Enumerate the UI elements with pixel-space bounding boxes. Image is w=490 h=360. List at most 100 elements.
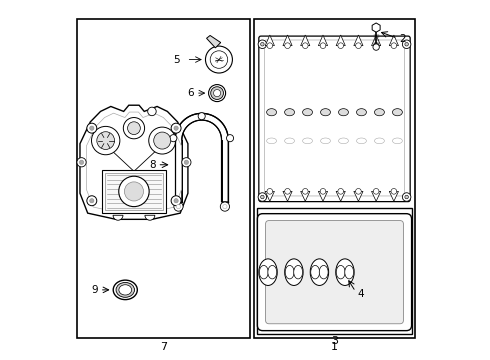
Ellipse shape <box>267 109 276 116</box>
Circle shape <box>171 196 181 206</box>
Ellipse shape <box>392 138 402 144</box>
Text: 8: 8 <box>149 160 156 170</box>
Ellipse shape <box>285 265 294 279</box>
Polygon shape <box>265 35 274 46</box>
Ellipse shape <box>357 109 367 116</box>
Circle shape <box>174 199 178 203</box>
Circle shape <box>97 132 115 149</box>
Polygon shape <box>371 192 381 201</box>
Circle shape <box>302 189 308 194</box>
Circle shape <box>209 85 225 102</box>
Circle shape <box>391 43 397 49</box>
Polygon shape <box>301 192 310 201</box>
Circle shape <box>267 43 272 49</box>
Polygon shape <box>265 192 274 201</box>
Ellipse shape <box>311 265 319 279</box>
Circle shape <box>77 158 86 167</box>
Polygon shape <box>207 35 220 48</box>
FancyBboxPatch shape <box>257 214 412 330</box>
Circle shape <box>92 126 120 155</box>
Bar <box>183 38 245 114</box>
Circle shape <box>226 135 234 142</box>
Bar <box>76 19 250 338</box>
Polygon shape <box>336 192 345 201</box>
Text: 7: 7 <box>160 342 167 352</box>
Circle shape <box>220 202 229 211</box>
Circle shape <box>184 160 189 165</box>
Ellipse shape <box>302 109 313 116</box>
Circle shape <box>338 43 343 49</box>
Polygon shape <box>372 23 380 32</box>
Circle shape <box>405 42 408 46</box>
Circle shape <box>147 107 156 116</box>
Ellipse shape <box>268 265 277 279</box>
Polygon shape <box>336 35 345 46</box>
Circle shape <box>261 195 264 199</box>
Polygon shape <box>354 192 363 201</box>
Circle shape <box>90 126 94 130</box>
Text: 5: 5 <box>173 55 179 64</box>
Ellipse shape <box>319 265 328 279</box>
Circle shape <box>174 202 183 211</box>
Bar <box>102 170 166 213</box>
Polygon shape <box>175 113 228 202</box>
Circle shape <box>320 43 326 49</box>
Ellipse shape <box>320 138 330 144</box>
Polygon shape <box>318 192 328 201</box>
Circle shape <box>338 189 343 194</box>
Circle shape <box>176 204 181 209</box>
Circle shape <box>285 43 291 49</box>
Ellipse shape <box>302 138 313 144</box>
Polygon shape <box>389 192 398 201</box>
Ellipse shape <box>285 259 303 285</box>
Ellipse shape <box>374 138 384 144</box>
Bar <box>254 19 415 338</box>
Circle shape <box>90 199 94 203</box>
Ellipse shape <box>116 283 134 297</box>
FancyBboxPatch shape <box>265 40 405 196</box>
Circle shape <box>356 189 361 194</box>
Circle shape <box>391 189 397 194</box>
Ellipse shape <box>285 138 294 144</box>
Polygon shape <box>318 35 328 46</box>
Ellipse shape <box>320 109 330 116</box>
Circle shape <box>87 123 97 133</box>
Circle shape <box>210 51 228 68</box>
Circle shape <box>154 132 171 149</box>
Text: 6: 6 <box>187 88 194 98</box>
Circle shape <box>211 87 223 99</box>
Circle shape <box>149 127 176 154</box>
Ellipse shape <box>119 285 132 295</box>
Circle shape <box>174 126 178 130</box>
Ellipse shape <box>267 138 276 144</box>
Wedge shape <box>113 215 123 220</box>
Ellipse shape <box>113 280 137 300</box>
Polygon shape <box>354 35 363 46</box>
Circle shape <box>258 40 267 49</box>
Circle shape <box>302 43 308 49</box>
Circle shape <box>87 196 97 206</box>
Ellipse shape <box>285 109 294 116</box>
Text: 3: 3 <box>331 336 338 346</box>
Circle shape <box>267 189 272 194</box>
Ellipse shape <box>339 138 348 144</box>
Circle shape <box>405 195 408 199</box>
Ellipse shape <box>259 265 268 279</box>
Circle shape <box>123 117 145 139</box>
Circle shape <box>261 42 264 46</box>
Text: 9: 9 <box>91 285 98 295</box>
Circle shape <box>171 123 181 133</box>
Circle shape <box>124 182 144 201</box>
Bar <box>257 208 412 334</box>
Circle shape <box>373 44 379 50</box>
FancyBboxPatch shape <box>266 221 403 324</box>
Polygon shape <box>371 35 381 46</box>
Ellipse shape <box>259 259 277 285</box>
Ellipse shape <box>336 259 354 285</box>
Circle shape <box>79 160 84 165</box>
Circle shape <box>170 135 177 142</box>
Text: 1: 1 <box>331 342 338 352</box>
Ellipse shape <box>310 259 329 285</box>
Polygon shape <box>389 35 398 46</box>
Circle shape <box>373 189 379 194</box>
